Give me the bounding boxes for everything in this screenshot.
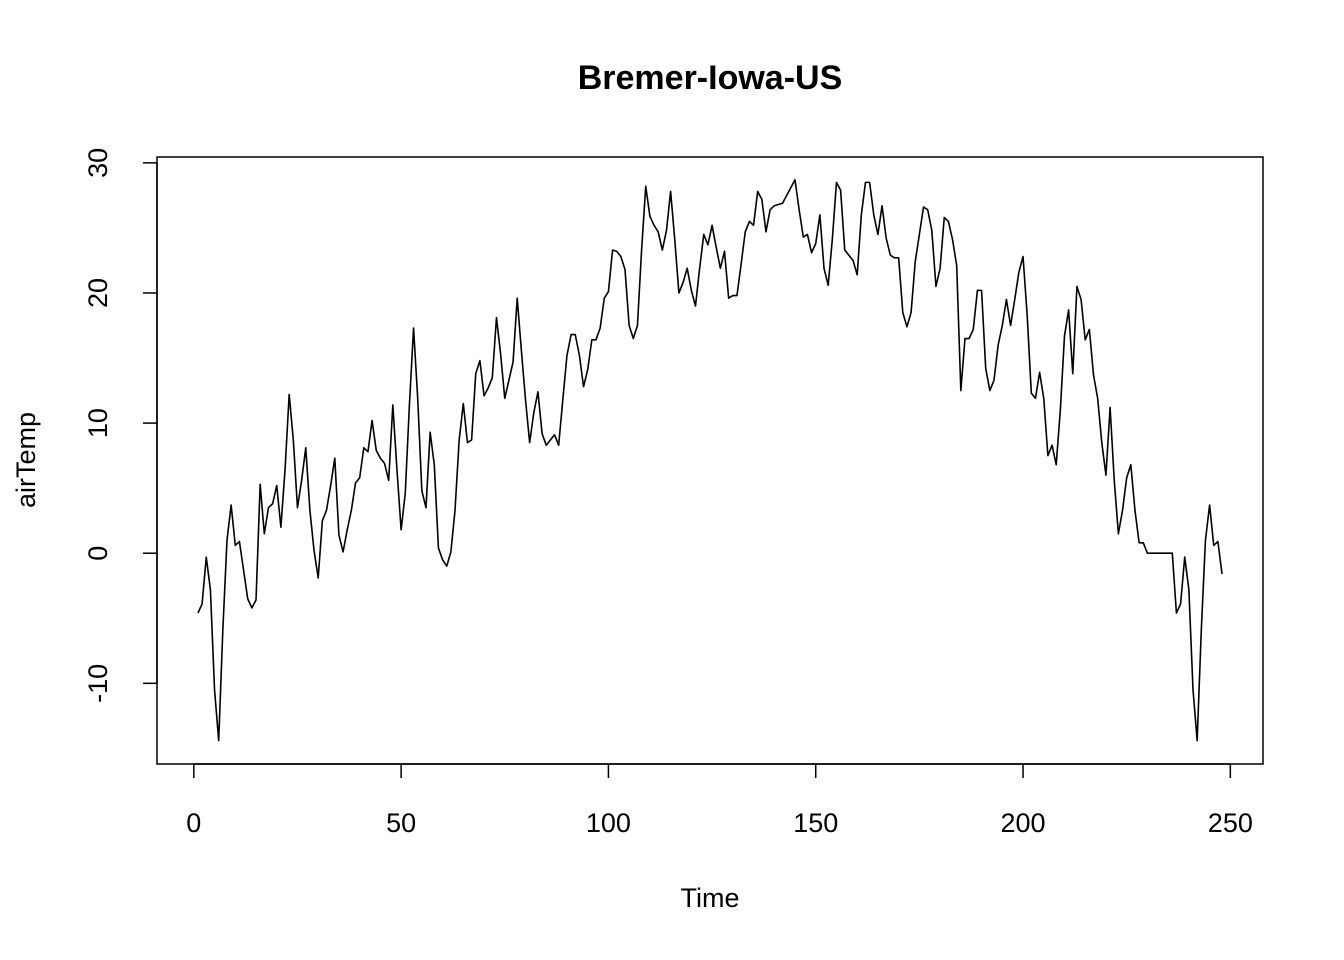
- y-tick-label: 20: [83, 278, 113, 308]
- x-tick-label: 0: [186, 808, 201, 838]
- x-tick-label: 100: [586, 808, 631, 838]
- x-tick-label: 200: [1000, 808, 1045, 838]
- x-axis-label: Time: [681, 883, 740, 913]
- data-line: [197, 178, 1223, 742]
- x-tick-label: 250: [1208, 808, 1253, 838]
- plot-box: [156, 156, 1264, 765]
- chart-title: Bremer-Iowa-US: [578, 59, 843, 97]
- y-tick-label: -10: [83, 664, 113, 703]
- y-axis-label: airTemp: [11, 412, 41, 508]
- y-tick-label: 30: [83, 148, 113, 178]
- x-tick-label: 150: [793, 808, 838, 838]
- y-tick-label: 0: [83, 546, 113, 561]
- x-tick-label: 50: [386, 808, 416, 838]
- y-tick-label: 10: [83, 408, 113, 438]
